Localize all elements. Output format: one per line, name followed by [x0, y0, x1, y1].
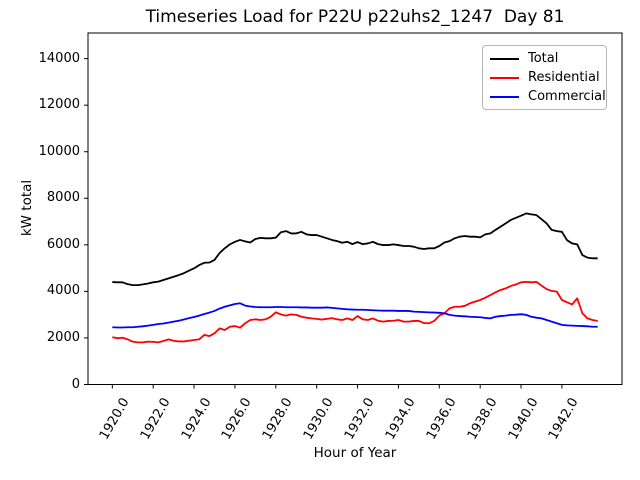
series-line-commercial: [112, 302, 598, 329]
legend-label: Total: [528, 51, 559, 66]
y-tick-label: 4000: [46, 283, 80, 299]
legend-item-total: Total: [483, 51, 606, 66]
y-tick-label: 2000: [46, 329, 80, 345]
y-tick-label: 12000: [38, 97, 80, 113]
y-tick-label: 14000: [38, 50, 80, 66]
chart-title: Timeseries Load for P22U p22uhs2_1247 Da…: [145, 7, 565, 27]
y-tick-label: 10000: [38, 143, 80, 159]
legend-item-commercial: Commercial: [483, 89, 606, 104]
legend: Total Residential Commercial: [482, 45, 607, 110]
legend-line-sample-commercial: [490, 95, 519, 98]
legend-line-sample-total: [490, 57, 519, 60]
legend-line-sample-residential: [490, 76, 519, 79]
legend-item-residential: Residential: [483, 70, 606, 85]
series-line-residential: [112, 280, 598, 344]
legend-label: Residential: [528, 70, 600, 85]
y-tick-label: 0: [71, 376, 80, 392]
x-axis-label: Hour of Year: [313, 445, 397, 461]
legend-label: Commercial: [528, 89, 606, 104]
series-line-total: [112, 212, 598, 287]
y-tick-label: 6000: [46, 236, 80, 252]
axes-frame: [87, 32, 623, 385]
y-tick-label: 8000: [46, 190, 80, 206]
